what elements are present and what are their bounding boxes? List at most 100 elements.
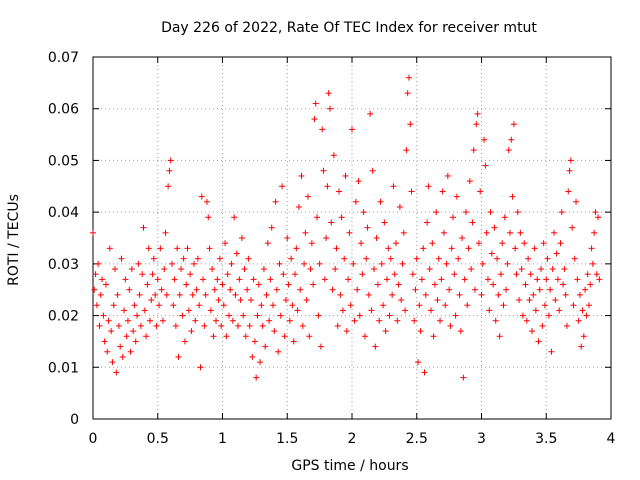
- data-point: [496, 333, 503, 340]
- data-point: [224, 271, 231, 278]
- data-point: [341, 255, 348, 262]
- data-point: [108, 328, 115, 335]
- data-point: [553, 250, 560, 257]
- data-point: [330, 152, 337, 159]
- data-point: [393, 240, 400, 247]
- data-point: [102, 281, 109, 288]
- data-point: [425, 183, 432, 190]
- data-point: [202, 291, 209, 298]
- y-tick-label: 0.05: [48, 153, 79, 169]
- data-point: [552, 297, 559, 304]
- data-point: [223, 333, 230, 340]
- data-point: [345, 276, 352, 283]
- data-point: [565, 188, 572, 195]
- data-point: [280, 271, 287, 278]
- data-point: [365, 291, 372, 298]
- data-point: [337, 291, 344, 298]
- data-point: [400, 229, 407, 236]
- data-point: [351, 317, 358, 324]
- data-point: [128, 266, 135, 273]
- data-point: [529, 328, 536, 335]
- data-point: [210, 333, 217, 340]
- x-tick-label: 1.5: [276, 431, 298, 447]
- y-tick-labels: 0 0.01 0.02 0.03 0.04 0.05 0.06 0.07: [48, 50, 79, 428]
- data-point: [579, 307, 586, 314]
- data-point: [124, 317, 131, 324]
- data-point: [104, 348, 111, 355]
- data-point: [250, 276, 257, 283]
- data-point: [237, 297, 244, 304]
- data-point: [315, 312, 322, 319]
- data-point: [530, 291, 537, 298]
- data-point: [329, 286, 336, 293]
- data-point: [381, 219, 388, 226]
- data-point: [346, 229, 353, 236]
- data-point: [175, 353, 182, 360]
- data-point: [377, 198, 384, 205]
- data-point: [409, 271, 416, 278]
- data-point: [525, 255, 532, 262]
- data-point: [189, 291, 196, 298]
- data-point: [122, 276, 129, 283]
- data-point: [448, 245, 455, 252]
- data-point: [566, 167, 573, 174]
- data-point: [181, 338, 188, 345]
- data-point: [504, 260, 511, 267]
- data-point: [149, 271, 156, 278]
- y-tick-label: 0.02: [48, 309, 79, 325]
- data-point: [95, 260, 102, 267]
- data-point: [486, 307, 493, 314]
- data-point: [161, 266, 168, 273]
- data-point: [578, 343, 585, 350]
- data-point: [311, 116, 318, 123]
- data-point: [126, 286, 133, 293]
- data-point: [115, 322, 122, 329]
- data-point: [518, 266, 525, 273]
- data-point: [500, 302, 507, 309]
- y-tick-label: 0.04: [48, 205, 79, 221]
- x-tick-label: 2.5: [406, 431, 428, 447]
- data-point: [491, 224, 498, 231]
- data-point: [487, 209, 494, 216]
- data-point: [380, 302, 387, 309]
- data-point: [595, 214, 602, 221]
- data-point: [180, 255, 187, 262]
- data-point: [114, 291, 121, 298]
- data-point: [167, 157, 174, 164]
- data-point: [242, 333, 249, 340]
- data-point: [411, 317, 418, 324]
- data-point: [514, 209, 521, 216]
- data-point: [235, 322, 242, 329]
- data-point: [547, 286, 554, 293]
- data-point: [596, 276, 603, 283]
- data-point: [433, 209, 440, 216]
- data-point: [197, 364, 204, 371]
- data-point: [453, 193, 460, 200]
- data-point: [536, 286, 543, 293]
- data-point: [407, 121, 414, 128]
- data-point: [349, 126, 355, 133]
- data-point: [424, 219, 431, 226]
- data-point: [589, 260, 596, 267]
- data-point: [198, 193, 205, 200]
- data-point: [390, 183, 397, 190]
- data-point: [153, 322, 160, 329]
- data-point: [474, 110, 481, 117]
- data-point: [593, 271, 600, 278]
- data-point: [192, 317, 199, 324]
- data-point: [477, 188, 484, 195]
- data-point: [176, 291, 183, 298]
- y-axis-label: ROTI / TECUs: [6, 194, 22, 286]
- data-point: [319, 126, 326, 133]
- data-point: [470, 147, 477, 154]
- data-point: [154, 276, 161, 283]
- data-point: [100, 312, 107, 319]
- data-point: [403, 147, 410, 154]
- data-point: [437, 317, 444, 324]
- data-point: [466, 178, 473, 185]
- data-point: [203, 198, 210, 205]
- data-point: [416, 302, 423, 309]
- data-point: [347, 302, 354, 309]
- data-point: [253, 374, 260, 381]
- data-point: [225, 312, 232, 319]
